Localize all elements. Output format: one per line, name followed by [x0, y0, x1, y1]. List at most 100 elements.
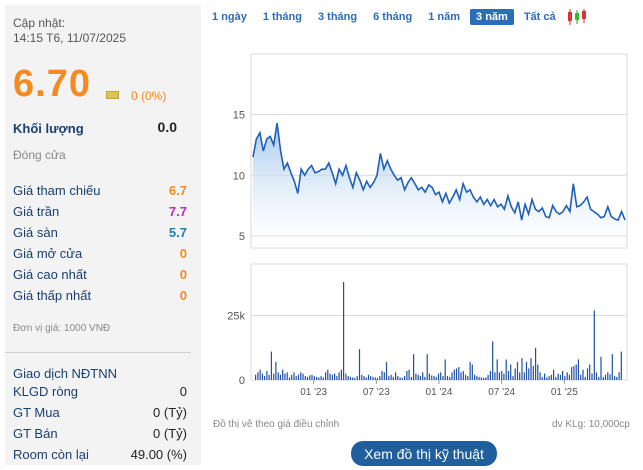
volume-bar: [494, 372, 496, 380]
volume-bar: [539, 372, 541, 380]
tab-3-months[interactable]: 3 tháng: [317, 11, 358, 23]
volume-bar: [595, 372, 598, 380]
row-value: 0: [179, 267, 187, 282]
x-tick-label: 01 '24: [426, 387, 453, 398]
volume-bar: [291, 374, 293, 380]
volume-bar: [397, 376, 399, 380]
volume-bar: [320, 376, 322, 380]
volume-bar: [562, 371, 564, 380]
volume-bar: [437, 373, 440, 380]
volume-bar: [261, 373, 263, 380]
tab-1-day[interactable]: 1 ngày: [212, 11, 247, 23]
volume-bar: [564, 376, 566, 380]
volume-bar: [279, 374, 281, 380]
chart-footnote-adjusted: Đồ thị vẽ theo giá điều chỉnh: [213, 419, 340, 430]
volume-bar: [528, 368, 530, 380]
volume-bar: [435, 376, 437, 380]
row-label: GT Bán: [13, 426, 58, 441]
volume-bar: [498, 372, 500, 380]
volume-value: 0.0: [157, 119, 177, 135]
volume-bar: [379, 376, 381, 380]
volume-bar: [512, 376, 514, 380]
tab-all[interactable]: Tất cả: [523, 11, 556, 23]
volume-tick-label: 25k: [227, 311, 245, 323]
market-status: Đóng cửa: [13, 148, 66, 162]
volume-bar: [295, 376, 297, 380]
volume-bar: [297, 374, 300, 380]
price-unit-note: Đơn vị giá: 1000 VNĐ: [13, 323, 111, 334]
update-label: Cập nhật:: [13, 16, 66, 30]
volume-bar: [451, 372, 453, 380]
row-value: 0: [179, 246, 187, 261]
tab-6-months[interactable]: 6 tháng: [373, 11, 413, 23]
price-volume-chart: 15 10 5 25k 0 01 '23 07 '23 01 '24 07 '24 01 '25: [227, 53, 628, 398]
volume-bar: [334, 373, 336, 380]
volume-bar: [313, 376, 315, 380]
volume-bar: [363, 376, 365, 380]
volume-bar: [474, 374, 476, 380]
volume-bar: [255, 374, 257, 380]
volume-bar: [304, 376, 306, 380]
volume-bar: [413, 354, 415, 380]
foreign-row-sell-value: GT Bán 0 (Tỷ): [13, 426, 187, 441]
volume-bar: [442, 376, 444, 380]
volume-bar: [288, 377, 291, 380]
volume-bar: [577, 359, 579, 380]
volume-bar: [340, 369, 342, 380]
volume-bar: [302, 373, 304, 380]
volume-bar: [300, 372, 302, 380]
volume-bar: [286, 372, 288, 380]
volume-bar: [460, 372, 462, 380]
price-area: [253, 123, 625, 248]
volume-bar: [505, 359, 507, 380]
volume-bar: [584, 376, 586, 380]
volume-bar: [417, 374, 419, 380]
volume-bar: [557, 373, 559, 380]
volume-bar: [496, 359, 498, 380]
volume-bar: [327, 369, 329, 380]
volume-bar: [550, 374, 552, 380]
volume-bar: [424, 376, 426, 380]
volume-bar: [471, 364, 473, 380]
foreign-row-net-volume: KLGD ròng 0: [13, 384, 187, 399]
row-value: 5.7: [168, 225, 187, 240]
row-label: KLGD ròng: [13, 384, 79, 399]
chart-footnote-unit: dv KLg: 10,000cp: [552, 419, 630, 430]
row-value: 7.7: [168, 204, 187, 219]
row-label: Giá mở cửa: [13, 246, 83, 261]
price-tick-label: 10: [233, 170, 245, 182]
price-line: [252, 122, 626, 222]
volume-bar: [546, 377, 548, 380]
volume-bar: [458, 367, 460, 380]
quote-panel: Cập nhật: 14:15 T6, 11/07/2025 6.70 0 (0…: [5, 5, 201, 465]
x-tick-label: 07 '24: [488, 387, 515, 398]
volume-bar: [469, 362, 471, 380]
update-time: 14:15 T6, 11/07/2025: [13, 31, 126, 45]
volume-bar: [446, 376, 449, 380]
volume-bar: [476, 376, 478, 380]
volume-bar: [521, 358, 523, 380]
volume-bar: [465, 374, 467, 380]
technical-chart-button[interactable]: Xem đồ thị kỹ thuật: [351, 441, 497, 466]
volume-bar: [309, 375, 311, 380]
volume-bar: [514, 368, 516, 380]
volume-bar: [282, 369, 284, 380]
volume-bar: [582, 369, 584, 380]
tab-1-month[interactable]: 1 tháng: [262, 11, 302, 23]
volume-bar: [440, 372, 442, 380]
volume-bar: [343, 282, 345, 380]
volume-bar: [591, 373, 593, 380]
volume-bar: [618, 372, 620, 380]
volume-bar: [356, 376, 358, 380]
tab-3-years[interactable]: 3 năm: [470, 9, 514, 25]
candlestick-chart-icon[interactable]: [566, 8, 588, 26]
x-tick-label: 01 '25: [551, 387, 578, 398]
volume-bar: [388, 376, 390, 380]
volume-bar: [329, 373, 331, 380]
volume-bar: [316, 376, 318, 380]
tab-1-year[interactable]: 1 năm: [428, 11, 461, 23]
volume-bar: [381, 371, 383, 380]
price-chart[interactable]: 15 10 5 25k 0 01 '23 07 '23 01 '24 07 '24 01 '25: [205, 40, 640, 432]
volume-bar: [431, 375, 433, 380]
volume-bar: [580, 374, 582, 380]
